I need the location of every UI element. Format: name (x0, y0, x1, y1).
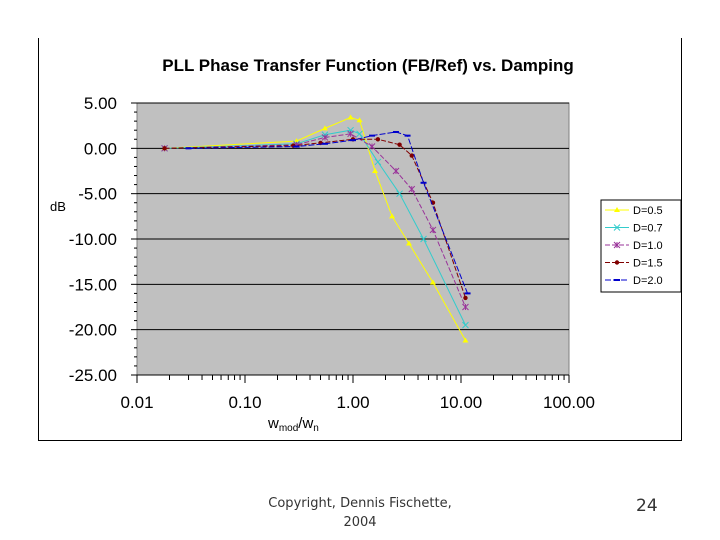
chart-frame: PLL Phase Transfer Function (FB/Ref) vs.… (38, 38, 682, 441)
marker-star (392, 167, 400, 175)
legend: D=0.5 D=0.7 D=1.0 D=1.5 D=2.0 (600, 199, 681, 293)
y-tick-label: 5.00 (84, 94, 117, 113)
y-tick-label: -25.00 (69, 366, 117, 385)
marker-x (356, 130, 363, 138)
marker-triangle (321, 125, 328, 131)
legend-label: D=1.0 (633, 240, 663, 252)
marker-star (613, 241, 621, 249)
x-axis-label: wmod/wn (267, 415, 319, 434)
marker-circle (375, 137, 381, 142)
data-point (392, 167, 400, 175)
marker-triangle (372, 168, 379, 173)
y-axis-label: dB (50, 199, 66, 214)
x-axis-label-sub: mod (279, 423, 298, 434)
data-point (462, 303, 469, 311)
footer-line-1: Copyright, Dennis Fischette, (268, 496, 452, 511)
marker-triangle (389, 213, 396, 219)
marker-triangle (462, 337, 469, 343)
marker-triangle (405, 240, 412, 246)
data-point (429, 279, 436, 285)
y-tick-label: 0.00 (84, 139, 117, 158)
data-point (396, 190, 403, 198)
marker-star (429, 226, 437, 234)
y-tick-label: -15.00 (69, 275, 117, 294)
data-point (375, 137, 381, 142)
marker-triangle (429, 279, 436, 285)
legend-marker (614, 260, 620, 265)
data-point (389, 213, 396, 219)
legend-label: D=1.5 (633, 258, 663, 270)
data-point (397, 142, 402, 147)
legend-box (600, 199, 681, 293)
data-point (347, 114, 354, 120)
data-point (374, 158, 382, 166)
data-point (368, 143, 376, 150)
data-point (347, 130, 354, 138)
series-lines (161, 114, 471, 343)
chart-title: PLL Phase Transfer Function (FB/Ref) vs.… (162, 56, 574, 75)
x-tick-label: 10.00 (440, 393, 483, 412)
data-point (356, 117, 363, 123)
data-point (409, 153, 414, 158)
marker-triangle (356, 117, 363, 123)
data-point (162, 146, 167, 151)
x-axis-label-sub2: n (313, 423, 319, 434)
x-axis-ticks: 0.01 0.10 1.00 10.00 100.00 (120, 375, 595, 412)
data-point (356, 130, 363, 138)
marker-star (368, 143, 376, 150)
legend-label: D=0.7 (633, 223, 663, 235)
chart-area: PLL Phase Transfer Function (FB/Ref) vs.… (50, 56, 681, 434)
data-point (321, 125, 328, 131)
marker-star (347, 130, 354, 138)
marker-circle (162, 146, 167, 151)
marker-star (462, 303, 469, 311)
legend-marker (614, 207, 620, 212)
minor-ticks (134, 111, 565, 380)
data-point (372, 168, 379, 173)
marker-x (613, 224, 621, 231)
legend-marker (613, 224, 621, 231)
footer-line-2: 2004 (343, 515, 377, 530)
data-point (321, 134, 329, 141)
page-number: 24 (636, 496, 658, 516)
marker-star (408, 185, 416, 193)
x-tick-label: 0.10 (228, 393, 261, 412)
footer-copyright: Copyright, Dennis Fischette, 2004 (255, 494, 465, 532)
legend-label: D=0.5 (633, 205, 663, 217)
data-point (463, 295, 468, 301)
y-tick-label: -10.00 (69, 230, 117, 249)
data-point (405, 240, 412, 246)
marker-x (374, 158, 382, 166)
legend-entries: D=0.5 D=0.7 D=1.0 D=1.5 D=2.0 (605, 205, 663, 287)
data-point (408, 185, 416, 193)
data-point (420, 235, 427, 243)
marker-circle (397, 142, 402, 147)
marker-circle (614, 260, 620, 265)
y-tick-label: -20.00 (69, 321, 117, 340)
marker-x (396, 190, 403, 198)
data-point (429, 226, 437, 234)
marker-circle (463, 295, 468, 301)
y-axis-ticks: 5.00 0.00 -5.00 -10.00 -15.00 -20.00 -25.00 (69, 94, 137, 385)
x-axis-label-main: w (267, 415, 279, 432)
x-tick-label: 100.00 (543, 393, 595, 412)
legend-label: D=2.0 (633, 275, 663, 287)
data-point (462, 337, 469, 343)
y-tick-label: -5.00 (78, 185, 117, 204)
marker-triangle (347, 114, 354, 120)
x-tick-label: 1.00 (336, 393, 369, 412)
x-tick-label: 0.01 (120, 393, 153, 412)
legend-marker (613, 241, 621, 249)
marker-x (420, 235, 427, 243)
marker-circle (409, 153, 414, 158)
x-axis-label-slash: /w (298, 415, 313, 432)
marker-x (462, 321, 469, 329)
marker-triangle (614, 207, 620, 212)
marker-star (321, 134, 329, 141)
data-point (462, 321, 469, 329)
